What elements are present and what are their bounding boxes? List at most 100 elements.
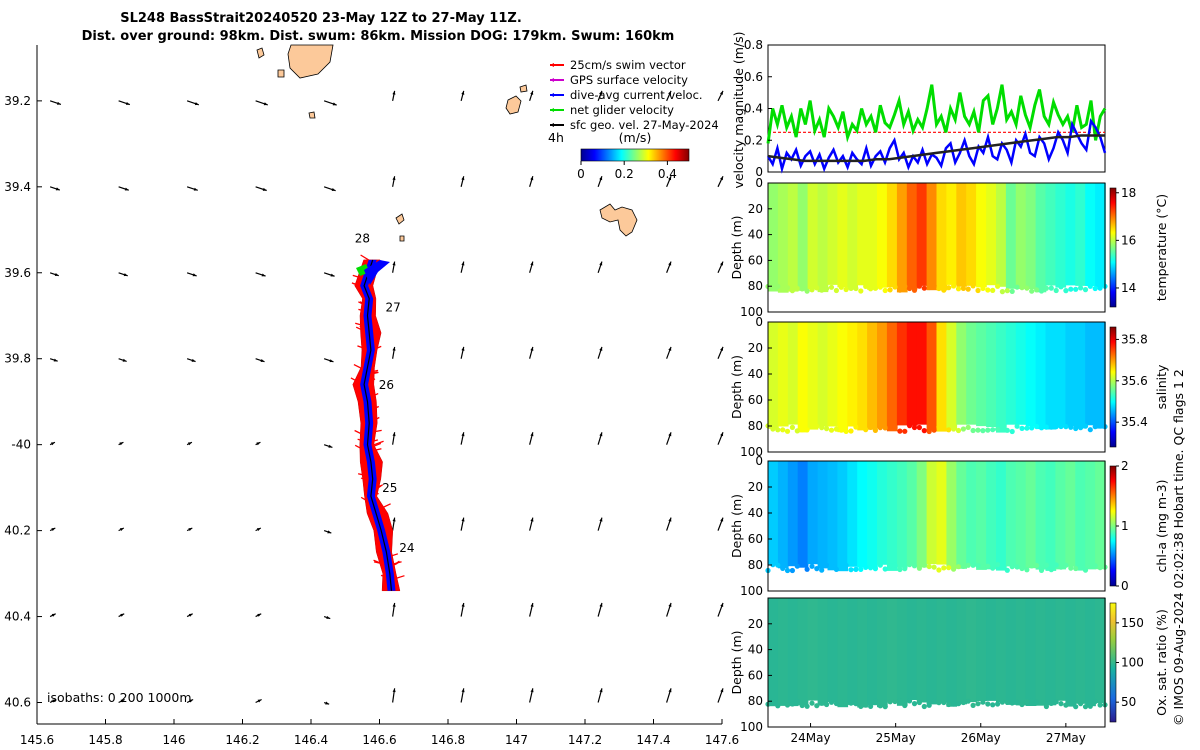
- section-profile: [1045, 322, 1057, 430]
- current-arrow-head: [187, 442, 192, 446]
- section-sample: [1068, 699, 1074, 706]
- section-profile: [956, 183, 967, 287]
- legend-swatch-head: [550, 63, 554, 67]
- section-sample: [848, 700, 854, 706]
- depth-tick-label: 80: [748, 558, 763, 572]
- section-sample: [843, 286, 849, 293]
- section-sample: [892, 424, 898, 431]
- section-profile: [1035, 183, 1047, 293]
- section-sample: [828, 284, 835, 290]
- section-profile: [768, 598, 779, 707]
- section-sample: [941, 287, 947, 293]
- section-sample: [1073, 565, 1079, 572]
- current-arrow-head: [668, 90, 672, 95]
- current-arrow-head: [191, 358, 196, 362]
- section-profile: [1025, 461, 1037, 569]
- depth-axis-label: Depth (m): [729, 355, 744, 419]
- day-label: 24: [399, 541, 414, 555]
- section-sample: [1053, 562, 1059, 568]
- section-sample: [853, 285, 859, 292]
- section-sample: [814, 285, 820, 291]
- section-sample: [965, 424, 971, 430]
- colorbar-tick-label: 16: [1121, 233, 1136, 247]
- current-arrow-head: [256, 442, 261, 446]
- section-sample: [799, 702, 805, 709]
- current-arrow-head: [668, 517, 672, 522]
- section-sample: [907, 698, 913, 704]
- current-arrow-head: [720, 602, 724, 607]
- section-sample: [911, 563, 918, 569]
- section-profile: [877, 598, 888, 708]
- arrows: [49, 90, 724, 705]
- section-profile: [956, 461, 967, 569]
- depth-tick-label: 40: [748, 506, 763, 520]
- section-sample: [892, 562, 898, 569]
- section-sample: [931, 698, 937, 705]
- section-profile: [777, 461, 789, 569]
- section-sample: [1063, 562, 1069, 568]
- section-profile: [1085, 598, 1096, 707]
- section-profile: [986, 461, 997, 570]
- legend-swatch-head: [550, 108, 554, 112]
- section-sample: [955, 701, 962, 707]
- section-profile: [906, 322, 918, 426]
- section-profile: [817, 183, 829, 293]
- section-profile: [1015, 322, 1027, 425]
- current-arrow-head: [392, 176, 396, 181]
- current-arrow-head: [330, 273, 335, 277]
- section-sample: [1073, 704, 1079, 710]
- depth-axis-label: Depth (m): [729, 631, 744, 695]
- islet-d: [505, 95, 522, 115]
- section-profile: [1085, 461, 1096, 570]
- islet-e: [519, 84, 528, 93]
- section-sample: [1038, 425, 1045, 431]
- section-profile: [867, 598, 878, 706]
- section-profile: [1085, 322, 1096, 426]
- section-sample: [833, 287, 840, 294]
- section-sample: [975, 287, 981, 294]
- section-profile: [768, 322, 779, 429]
- current-arrow-head: [668, 261, 672, 266]
- current-arrow-head: [326, 615, 331, 619]
- section-sample: [897, 566, 903, 573]
- section-sample: [955, 286, 962, 292]
- section-profile: [1045, 598, 1057, 706]
- current-arrow-head: [461, 90, 465, 95]
- current-arrow-head: [192, 273, 197, 277]
- section-sample: [770, 699, 776, 705]
- current-arrow-head: [392, 432, 396, 437]
- depth-tick-label: 80: [748, 279, 763, 293]
- section-frame: [767, 182, 1106, 313]
- current-arrow-head: [327, 530, 332, 534]
- current-arrow-head: [329, 359, 334, 363]
- section-sample: [951, 701, 957, 707]
- section-sample: [1014, 699, 1020, 705]
- section-sample: [902, 566, 908, 572]
- section-sample: [946, 427, 952, 433]
- section-profile: [946, 322, 958, 430]
- section-sample: [1097, 565, 1103, 571]
- section-sample: [1024, 699, 1030, 705]
- colorbar-tick-label: 50: [1121, 695, 1136, 709]
- current-arrow-head: [194, 102, 199, 106]
- section-sample: [1092, 285, 1098, 292]
- section-sample: [814, 423, 820, 429]
- current-arrow-head: [51, 613, 56, 617]
- current-arrow-head: [720, 688, 724, 693]
- section-sample: [784, 285, 791, 291]
- section-profile: [787, 183, 799, 292]
- section-sample: [877, 703, 883, 709]
- day-label: 26: [379, 378, 394, 392]
- section-colorbar: [1109, 465, 1117, 587]
- current-arrow-head: [257, 613, 262, 617]
- section-sample: [1087, 427, 1093, 433]
- current-arrow-head: [530, 432, 534, 437]
- islet-b: [277, 69, 285, 78]
- section-sample: [1097, 702, 1103, 708]
- colorbar-tick-label: 1: [1121, 519, 1129, 533]
- section-sample: [775, 427, 781, 433]
- section-sample: [985, 563, 991, 569]
- velocity-ytick-label: 0.4: [744, 102, 763, 116]
- section-sample: [799, 427, 805, 433]
- section-sample: [1004, 699, 1010, 705]
